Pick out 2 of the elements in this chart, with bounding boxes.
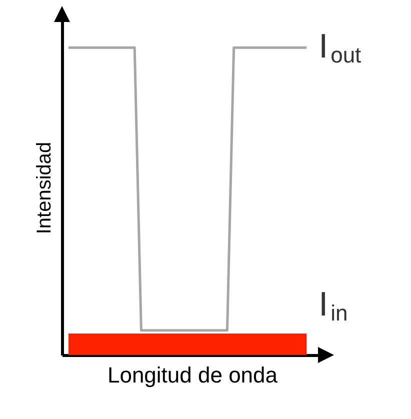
y-axis-title: Intensidad	[34, 142, 56, 234]
x-axis-title: Longitud de onda	[107, 362, 278, 388]
